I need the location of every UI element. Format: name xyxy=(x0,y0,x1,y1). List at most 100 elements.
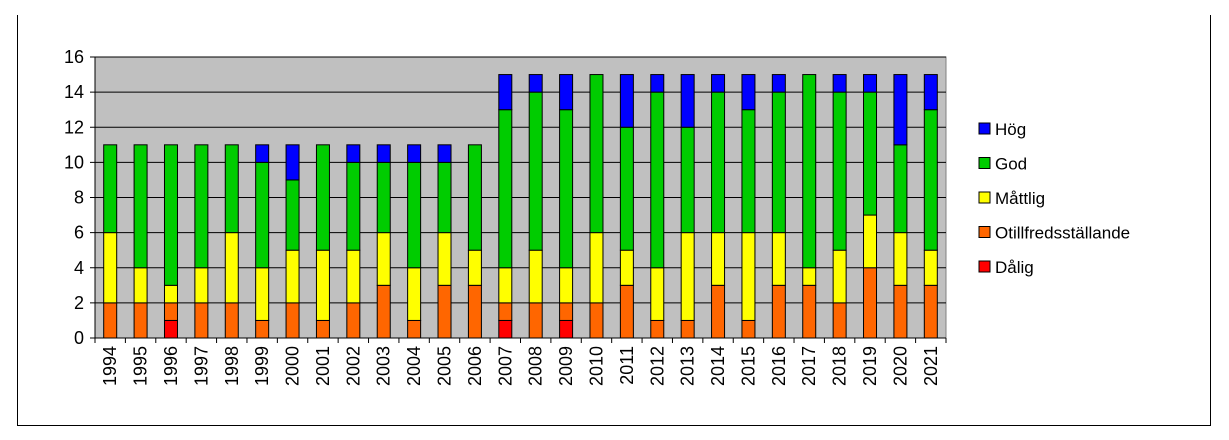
legend-swatch xyxy=(978,191,991,204)
y-tick-label: 0 xyxy=(74,328,84,348)
x-tick-label: 1997 xyxy=(191,346,211,386)
bar-segment xyxy=(467,284,482,339)
y-tick-label: 4 xyxy=(74,258,84,278)
bar-segment xyxy=(771,284,786,339)
bar-segment xyxy=(559,267,574,304)
bar-segment xyxy=(376,284,391,339)
bar-segment xyxy=(163,319,178,339)
legend-label: God xyxy=(995,155,1027,174)
x-tick-label: 2003 xyxy=(374,346,394,386)
bar-segment xyxy=(893,232,908,286)
bar-segment xyxy=(711,232,726,286)
bar-segment xyxy=(437,144,452,163)
x-tick-label: 2009 xyxy=(556,346,576,386)
y-tick-label: 8 xyxy=(74,188,84,208)
bar-segment xyxy=(619,249,634,286)
bar-segment xyxy=(255,267,270,321)
bar-segment xyxy=(893,284,908,339)
bar-segment xyxy=(315,144,330,251)
x-tick-label: 2006 xyxy=(465,346,485,386)
bar-segment xyxy=(893,74,908,146)
x-tick-label: 1995 xyxy=(131,346,151,386)
bar-segment xyxy=(467,144,482,251)
x-tick-label: 2016 xyxy=(769,346,789,386)
y-tick-label: 2 xyxy=(74,293,84,313)
bar-segment xyxy=(802,74,817,269)
bar-segment xyxy=(619,284,634,339)
x-tick-label: 2010 xyxy=(586,346,606,386)
bar-segment xyxy=(559,109,574,269)
bar-segment xyxy=(224,232,239,304)
bar-segment xyxy=(559,302,574,321)
bar-segment xyxy=(680,126,695,234)
bar-segment xyxy=(103,302,118,339)
bar-segment xyxy=(741,74,756,111)
chart-frame xyxy=(17,15,1211,426)
x-tick-label: 2000 xyxy=(283,346,303,386)
bar-segment xyxy=(407,267,422,321)
bar-segment xyxy=(832,249,847,304)
bar-segment xyxy=(467,249,482,286)
bar-segment xyxy=(376,161,391,234)
bar-segment xyxy=(285,144,300,181)
bar-segment xyxy=(863,74,878,93)
legend-swatch xyxy=(978,260,991,273)
bar-segment xyxy=(863,214,878,269)
bar-segment xyxy=(194,267,209,304)
bar-segment xyxy=(346,144,361,163)
bar-segment xyxy=(407,144,422,163)
x-tick-label: 2008 xyxy=(526,346,546,386)
x-tick-label: 2017 xyxy=(799,346,819,386)
bar-segment xyxy=(711,91,726,234)
bar-segment xyxy=(771,74,786,93)
bar-segment xyxy=(255,144,270,163)
bar-segment xyxy=(498,302,513,321)
bar-segment xyxy=(680,319,695,339)
x-tick-label: 2020 xyxy=(890,346,910,386)
bar-segment xyxy=(802,284,817,339)
x-tick-label: 1998 xyxy=(222,346,242,386)
bar-segment xyxy=(741,232,756,321)
bar-segment xyxy=(285,179,300,251)
bar-segment xyxy=(771,91,786,234)
legend-label: Måttlig xyxy=(995,189,1045,208)
bar-segment xyxy=(650,91,665,269)
legend-swatch xyxy=(978,157,991,169)
bar-segment xyxy=(832,91,847,251)
bar-segment xyxy=(711,284,726,339)
bar-segment xyxy=(133,267,148,304)
bar-segment xyxy=(346,161,361,251)
bar-segment xyxy=(923,74,938,111)
bar-segment xyxy=(498,109,513,269)
bar-segment xyxy=(437,161,452,234)
bar-segment xyxy=(741,319,756,339)
bar-segment xyxy=(224,144,239,234)
y-tick-label: 12 xyxy=(64,117,84,137)
bar-segment xyxy=(133,144,148,269)
bar-segment xyxy=(589,302,604,339)
x-tick-label: 2002 xyxy=(343,346,363,386)
bar-segment xyxy=(832,302,847,339)
bar-segment xyxy=(103,144,118,234)
bar-segment xyxy=(650,74,665,93)
bar-segment xyxy=(163,302,178,321)
bar-segment xyxy=(498,74,513,111)
bar-segment xyxy=(376,232,391,286)
bar-segment xyxy=(528,91,543,251)
bar-segment xyxy=(437,284,452,339)
bar-segment xyxy=(650,267,665,321)
bar-segment xyxy=(498,319,513,339)
bar-segment xyxy=(285,249,300,304)
x-tick-label: 2013 xyxy=(678,346,698,386)
x-tick-label: 2019 xyxy=(860,346,880,386)
legend-label: Hög xyxy=(995,120,1026,139)
legend-label: Otillfredsställande xyxy=(995,224,1130,243)
bar-segment xyxy=(680,74,695,128)
x-tick-label: 2005 xyxy=(435,346,455,386)
x-tick-label: 2011 xyxy=(617,346,637,385)
bar-segment xyxy=(923,249,938,286)
x-tick-label: 2018 xyxy=(830,346,850,386)
x-tick-label: 2004 xyxy=(404,346,424,386)
legend-label: Dålig xyxy=(995,258,1034,277)
x-tick-label: 1996 xyxy=(161,346,181,386)
